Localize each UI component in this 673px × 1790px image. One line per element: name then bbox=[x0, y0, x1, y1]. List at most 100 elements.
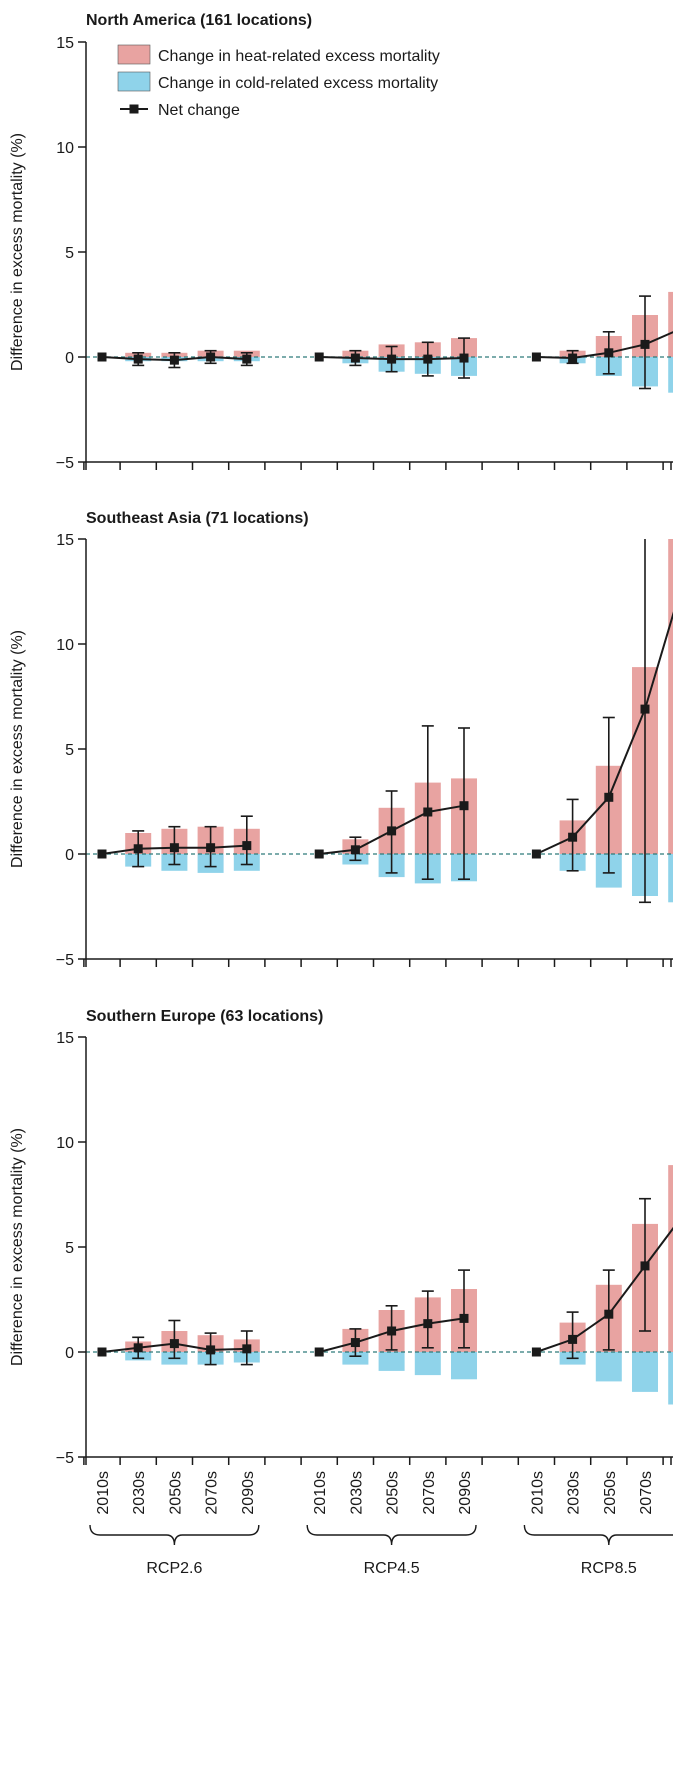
net-point-rcp45-2030s bbox=[350, 1338, 360, 1348]
panel-3: Southern Europe (63 locations) Difference… bbox=[9, 1008, 673, 1467]
net-point-rcp26-2050s bbox=[169, 1339, 179, 1349]
group-label-rcp26: RCP2.6 bbox=[146, 1560, 202, 1577]
y-axis-label: Difference in excess mortality (%) bbox=[9, 630, 26, 868]
panel-2: Southeast Asia (71 locations) Difference … bbox=[9, 510, 673, 969]
net-point-rcp45-2050s bbox=[387, 826, 397, 836]
cold-bar-rcp85-2090s bbox=[668, 1352, 673, 1405]
net-point-rcp45-2070s bbox=[423, 807, 433, 817]
plot-area bbox=[86, 291, 673, 393]
x-tick-label-2070s: 2070s bbox=[204, 1471, 221, 1515]
legend: Change in heat-related excess mortality C… bbox=[117, 44, 440, 119]
net-point-rcp26-2010s bbox=[97, 352, 107, 362]
net-point-rcp26-2030s bbox=[133, 1343, 143, 1353]
net-point-rcp26-2030s bbox=[133, 354, 143, 364]
net-point-rcp85-2010s bbox=[531, 849, 541, 859]
group-label-rcp85: RCP8.5 bbox=[581, 1560, 637, 1577]
error-bar-rcp85-2070s bbox=[639, 539, 651, 904]
net-point-rcp85-2030s bbox=[568, 832, 578, 842]
y-tick-label: 0 bbox=[65, 847, 74, 864]
heat-bar-rcp85-2090s bbox=[668, 539, 673, 854]
x-tick-label-2010s: 2010s bbox=[95, 1471, 112, 1515]
x-tick-label-2070s: 2070s bbox=[421, 1471, 438, 1515]
error-bar-rcp26-2090s bbox=[240, 815, 253, 866]
net-point-rcp45-2010s bbox=[314, 849, 324, 859]
y-axis-label: Difference in excess mortality (%) bbox=[9, 133, 26, 371]
y-tick-label: 15 bbox=[56, 532, 74, 549]
net-point-rcp45-2010s bbox=[314, 1347, 324, 1357]
net-point-rcp26-2090s bbox=[242, 354, 252, 364]
y-axis-label: Difference in excess mortality (%) bbox=[9, 1128, 26, 1366]
net-point-rcp26-2070s bbox=[206, 352, 216, 362]
net-point-rcp45-2050s bbox=[387, 1326, 397, 1336]
cold-bar-rcp45-2050s bbox=[378, 1352, 405, 1371]
net-point-rcp26-2030s bbox=[133, 844, 143, 854]
panels: North America (161 locations) Difference … bbox=[9, 12, 673, 1467]
error-bar-rcp45-2090s bbox=[458, 1269, 470, 1349]
panel-title: Southeast Asia (71 locations) bbox=[86, 510, 309, 527]
x-tick-label-2010s: 2010s bbox=[312, 1471, 329, 1515]
net-point-rcp45-2090s bbox=[459, 353, 469, 363]
plot-area bbox=[86, 539, 673, 904]
legend-label-cold: Change in cold-related excess mortality bbox=[158, 75, 438, 92]
net-point-rcp26-2090s bbox=[242, 1344, 252, 1354]
legend-swatch-cold bbox=[117, 71, 151, 92]
legend-marker-net bbox=[129, 104, 139, 114]
error-bar-rcp45-2070s bbox=[421, 725, 434, 881]
x-tick-label-2090s: 2090s bbox=[457, 1471, 474, 1515]
heat-bar-rcp85-2090s bbox=[668, 1165, 673, 1352]
net-point-rcp26-2070s bbox=[206, 843, 216, 853]
net-point-rcp45-2090s bbox=[459, 1313, 469, 1323]
legend-label-heat: Change in heat-related excess mortality bbox=[158, 48, 440, 65]
y-tick-label: −5 bbox=[56, 1450, 74, 1467]
net-point-rcp26-2070s bbox=[206, 1345, 216, 1355]
net-point-rcp26-2010s bbox=[97, 1347, 107, 1357]
y-tick-label: 5 bbox=[65, 742, 74, 759]
y-tick-label: 0 bbox=[65, 1345, 74, 1362]
x-tick-label-2030s: 2030s bbox=[566, 1471, 583, 1515]
y-tick-label: −5 bbox=[56, 455, 74, 472]
panel-title: North America (161 locations) bbox=[86, 12, 312, 29]
y-tick-label: 15 bbox=[56, 35, 74, 52]
net-point-rcp85-2050s bbox=[604, 1309, 614, 1319]
plot-area bbox=[86, 1165, 673, 1405]
heat-bar-rcp85-2090s bbox=[668, 291, 673, 357]
net-point-rcp26-2050s bbox=[169, 355, 179, 365]
net-point-rcp45-2090s bbox=[459, 801, 469, 811]
net-point-rcp26-2090s bbox=[242, 841, 252, 851]
net-point-rcp85-2030s bbox=[568, 1334, 578, 1344]
panel-title: Southern Europe (63 locations) bbox=[86, 1008, 323, 1025]
y-tick-label: 5 bbox=[65, 245, 74, 262]
x-tick-label-2070s: 2070s bbox=[638, 1471, 655, 1515]
net-point-rcp45-2050s bbox=[387, 354, 397, 364]
net-point-rcp85-2050s bbox=[604, 792, 614, 802]
cold-bar-rcp45-2070s bbox=[414, 1352, 441, 1376]
y-tick-label: 10 bbox=[56, 140, 74, 157]
group-brace-rcp45 bbox=[306, 1524, 477, 1546]
net-point-rcp85-2070s bbox=[640, 1261, 650, 1271]
net-point-rcp85-2050s bbox=[604, 348, 614, 358]
net-point-rcp85-2070s bbox=[640, 339, 650, 349]
y-tick-label: 15 bbox=[56, 1030, 74, 1047]
net-point-rcp45-2030s bbox=[350, 353, 360, 363]
x-tick-label-2030s: 2030s bbox=[348, 1471, 365, 1515]
legend-swatch-heat bbox=[117, 44, 151, 65]
net-point-rcp45-2030s bbox=[350, 845, 360, 855]
net-point-rcp85-2010s bbox=[531, 352, 541, 362]
net-point-rcp26-2050s bbox=[169, 843, 179, 853]
group-brace-rcp85 bbox=[523, 1524, 673, 1546]
x-tick-label-2050s: 2050s bbox=[385, 1471, 402, 1515]
net-point-rcp85-2030s bbox=[568, 353, 578, 363]
cold-bar-rcp85-2070s bbox=[632, 1352, 658, 1392]
group-label-rcp45: RCP4.5 bbox=[364, 1560, 420, 1577]
net-point-rcp85-2070s bbox=[640, 704, 650, 714]
y-tick-label: 10 bbox=[56, 1135, 74, 1152]
x-tick-label-2030s: 2030s bbox=[131, 1471, 148, 1515]
net-point-rcp85-2010s bbox=[531, 1347, 541, 1357]
net-point-rcp45-2070s bbox=[423, 1319, 433, 1329]
x-axis-labels: 2010s 2030s 2050s 2070s 2090s RCP2.6 2010s 2030… bbox=[89, 1471, 673, 1577]
y-tick-label: −5 bbox=[56, 952, 74, 969]
x-tick-label-2090s: 2090s bbox=[240, 1471, 257, 1515]
cold-bar-rcp85-2090s bbox=[668, 854, 673, 903]
net-point-rcp45-2070s bbox=[423, 354, 433, 364]
cold-bar-rcp45-2090s bbox=[451, 1352, 477, 1380]
